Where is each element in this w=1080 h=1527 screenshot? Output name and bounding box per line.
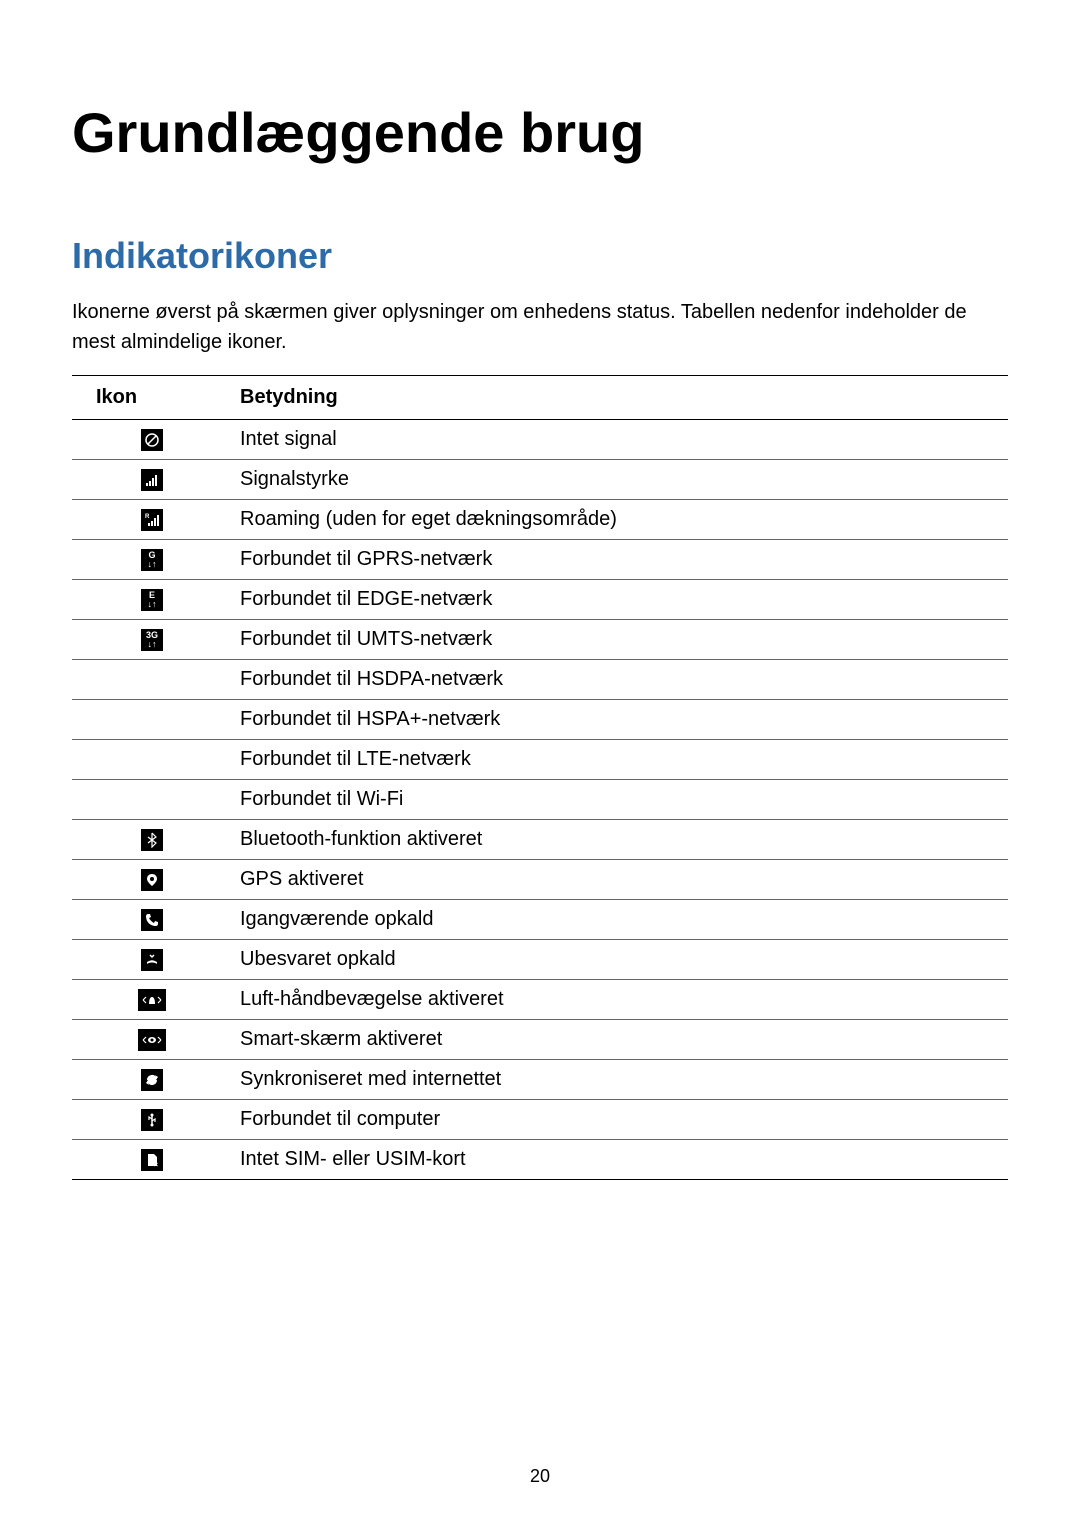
icon-cell [72, 900, 232, 940]
icon-cell [72, 860, 232, 900]
svg-text:R: R [145, 514, 150, 520]
header-icon: Ikon [72, 376, 232, 420]
edge-icon: E↓↑ [141, 589, 163, 611]
table-row: Signalstyrke [72, 460, 1008, 500]
meaning-cell: Forbundet til HSPA+-netværk [232, 700, 1008, 740]
call-icon [141, 909, 163, 931]
umts-icon: 3G↓↑ [141, 629, 163, 651]
table-row: Forbundet til HSDPA-netværk [72, 660, 1008, 700]
meaning-cell: Luft-håndbevægelse aktiveret [232, 980, 1008, 1020]
icon-cell [72, 1100, 232, 1140]
meaning-cell: Roaming (uden for eget dækningsområde) [232, 500, 1008, 540]
gprs-icon: G↓↑ [141, 549, 163, 571]
missed-call-icon [141, 949, 163, 971]
meaning-cell: Forbundet til Wi-Fi [232, 780, 1008, 820]
meaning-cell: Forbundet til computer [232, 1100, 1008, 1140]
icon-cell [72, 660, 232, 700]
bluetooth-icon [141, 829, 163, 851]
table-row: Forbundet til LTE-netværk [72, 740, 1008, 780]
table-row: 3G↓↑ Forbundet til UMTS-netværk [72, 620, 1008, 660]
no-sim-icon: × [141, 1149, 163, 1171]
svg-text:×: × [154, 1162, 158, 1168]
icon-cell: G↓↑ [72, 540, 232, 580]
meaning-cell: Smart-skærm aktiveret [232, 1020, 1008, 1060]
icon-cell [72, 740, 232, 780]
air-gesture-icon [138, 989, 166, 1011]
roaming-icon: R [141, 509, 163, 531]
table-row: E↓↑ Forbundet til EDGE-netværk [72, 580, 1008, 620]
section-title: Indikatorikoner [72, 235, 1008, 277]
meaning-cell: Forbundet til HSDPA-netværk [232, 660, 1008, 700]
table-row: R Roaming (uden for eget dækningsområde) [72, 500, 1008, 540]
icon-cell [72, 780, 232, 820]
icon-cell [72, 1020, 232, 1060]
icon-cell [72, 980, 232, 1020]
table-row: Smart-skærm aktiveret [72, 1020, 1008, 1060]
table-row: Ubesvaret opkald [72, 940, 1008, 980]
table-row: Forbundet til HSPA+-netværk [72, 700, 1008, 740]
meaning-cell: Forbundet til LTE-netværk [232, 740, 1008, 780]
meaning-cell: Forbundet til GPRS-netværk [232, 540, 1008, 580]
meaning-cell: Bluetooth-funktion aktiveret [232, 820, 1008, 860]
table-row: Intet signal [72, 420, 1008, 460]
icon-cell: 3G↓↑ [72, 620, 232, 660]
meaning-cell: Synkroniseret med internettet [232, 1060, 1008, 1100]
meaning-cell: Ubesvaret opkald [232, 940, 1008, 980]
table-row: Forbundet til computer [72, 1100, 1008, 1140]
meaning-cell: Forbundet til EDGE-netværk [232, 580, 1008, 620]
no-signal-icon [141, 429, 163, 451]
meaning-cell: Intet signal [232, 420, 1008, 460]
icon-cell: R [72, 500, 232, 540]
table-row: Synkroniseret med internettet [72, 1060, 1008, 1100]
page-title: Grundlæggende brug [72, 100, 1008, 165]
meaning-cell: Forbundet til UMTS-netværk [232, 620, 1008, 660]
icon-cell [72, 1060, 232, 1100]
page-number: 20 [530, 1466, 550, 1487]
table-row: Bluetooth-funktion aktiveret [72, 820, 1008, 860]
sync-icon [141, 1069, 163, 1091]
icon-cell [72, 820, 232, 860]
table-row: Forbundet til Wi-Fi [72, 780, 1008, 820]
table-row: G↓↑ Forbundet til GPRS-netværk [72, 540, 1008, 580]
table-row: × Intet SIM- eller USIM-kort [72, 1140, 1008, 1180]
icon-table: Ikon Betydning Intet signal Signalstyrke [72, 375, 1008, 1180]
meaning-cell: Igangværende opkald [232, 900, 1008, 940]
icon-cell: × [72, 1140, 232, 1180]
meaning-cell: GPS aktiveret [232, 860, 1008, 900]
icon-cell [72, 940, 232, 980]
icon-cell: E↓↑ [72, 580, 232, 620]
usb-icon [141, 1109, 163, 1131]
header-meaning: Betydning [232, 376, 1008, 420]
table-header-row: Ikon Betydning [72, 376, 1008, 420]
smart-screen-icon [138, 1029, 166, 1051]
table-row: Luft-håndbevægelse aktiveret [72, 980, 1008, 1020]
table-row: Igangværende opkald [72, 900, 1008, 940]
signal-icon [141, 469, 163, 491]
icon-cell [72, 700, 232, 740]
meaning-cell: Intet SIM- eller USIM-kort [232, 1140, 1008, 1180]
meaning-cell: Signalstyrke [232, 460, 1008, 500]
table-row: GPS aktiveret [72, 860, 1008, 900]
icon-cell [72, 460, 232, 500]
icon-cell [72, 420, 232, 460]
intro-text: Ikonerne øverst på skærmen giver oplysni… [72, 297, 1008, 357]
gps-icon [141, 869, 163, 891]
